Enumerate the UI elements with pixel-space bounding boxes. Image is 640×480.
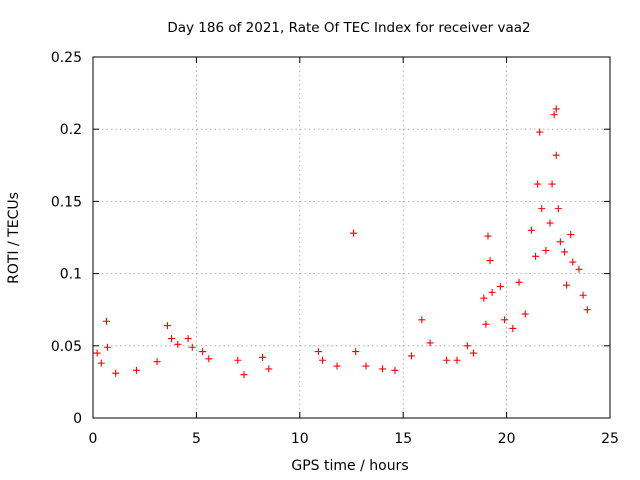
data-point bbox=[426, 339, 434, 347]
data-point bbox=[542, 246, 550, 254]
data-point bbox=[112, 369, 120, 377]
chart-title: Day 186 of 2021, Rate Of TEC Index for r… bbox=[167, 20, 530, 36]
data-point bbox=[379, 365, 387, 373]
data-point bbox=[168, 335, 176, 343]
y-tick-label: 0.2 bbox=[60, 122, 82, 138]
x-tick-label: 15 bbox=[394, 431, 412, 447]
data-point bbox=[567, 231, 575, 239]
y-tick-label: 0.15 bbox=[51, 194, 82, 210]
data-point bbox=[583, 306, 591, 314]
data-point bbox=[93, 349, 101, 357]
data-point bbox=[552, 105, 560, 113]
data-point bbox=[352, 348, 360, 356]
x-tick-label: 10 bbox=[291, 431, 309, 447]
y-tick-label: 0.05 bbox=[51, 339, 82, 355]
data-point bbox=[532, 252, 540, 260]
x-tick-label: 25 bbox=[601, 431, 619, 447]
data-point bbox=[97, 359, 105, 367]
data-point bbox=[350, 229, 358, 237]
data-point bbox=[240, 371, 248, 379]
data-point bbox=[153, 358, 161, 366]
data-point bbox=[515, 278, 523, 286]
y-axis-label: ROTI / TECUs bbox=[6, 192, 22, 284]
data-point bbox=[534, 180, 542, 188]
x-axis-ticks: 0 5 10 15 20 25 bbox=[89, 57, 619, 447]
data-point bbox=[527, 226, 535, 234]
data-point bbox=[319, 356, 327, 364]
data-point bbox=[174, 340, 182, 348]
data-point bbox=[575, 265, 583, 273]
data-point bbox=[333, 362, 341, 370]
data-point bbox=[486, 257, 494, 265]
data-point bbox=[265, 365, 273, 373]
data-point bbox=[407, 352, 415, 360]
plot-frame bbox=[92, 56, 611, 419]
data-point bbox=[453, 356, 461, 364]
data-point bbox=[259, 353, 267, 361]
data-point bbox=[552, 151, 560, 159]
data-point bbox=[418, 316, 426, 324]
grid-lines bbox=[93, 57, 610, 418]
data-point bbox=[482, 320, 490, 328]
data-point bbox=[132, 366, 140, 374]
data-point bbox=[569, 258, 577, 266]
x-tick-label: 20 bbox=[498, 431, 516, 447]
data-point bbox=[184, 335, 192, 343]
x-tick-label: 5 bbox=[192, 431, 201, 447]
data-point bbox=[536, 128, 544, 136]
y-tick-label: 0.1 bbox=[60, 267, 82, 283]
data-point bbox=[509, 324, 517, 332]
data-point bbox=[199, 348, 207, 356]
data-point bbox=[496, 283, 504, 291]
x-tick-label: 0 bbox=[89, 431, 98, 447]
data-point bbox=[314, 348, 322, 356]
y-tick-label: 0 bbox=[73, 411, 82, 427]
data-point bbox=[561, 248, 569, 256]
y-axis-ticks: 0 0.05 0.1 0.15 0.2 0.25 bbox=[51, 50, 610, 427]
data-points bbox=[93, 105, 591, 379]
y-tick-label: 0.25 bbox=[51, 50, 82, 66]
data-point bbox=[554, 205, 562, 213]
data-point bbox=[579, 291, 587, 299]
data-point bbox=[163, 322, 171, 330]
data-point bbox=[546, 219, 554, 227]
data-point bbox=[234, 356, 242, 364]
data-point bbox=[470, 349, 478, 357]
data-point bbox=[443, 356, 451, 364]
data-point bbox=[548, 180, 556, 188]
data-point bbox=[488, 288, 496, 296]
data-point bbox=[362, 362, 370, 370]
x-axis-label: GPS time / hours bbox=[291, 458, 408, 474]
data-point bbox=[521, 310, 529, 318]
data-point bbox=[391, 366, 399, 374]
data-point bbox=[103, 343, 111, 351]
data-point bbox=[463, 342, 471, 350]
data-point bbox=[188, 343, 196, 351]
data-point bbox=[538, 205, 546, 213]
data-point bbox=[484, 232, 492, 240]
data-point bbox=[563, 281, 571, 289]
data-point bbox=[556, 238, 564, 246]
data-point bbox=[501, 316, 509, 324]
data-point bbox=[205, 355, 213, 363]
data-point bbox=[480, 294, 488, 302]
data-point bbox=[102, 317, 110, 325]
data-point bbox=[550, 111, 558, 119]
